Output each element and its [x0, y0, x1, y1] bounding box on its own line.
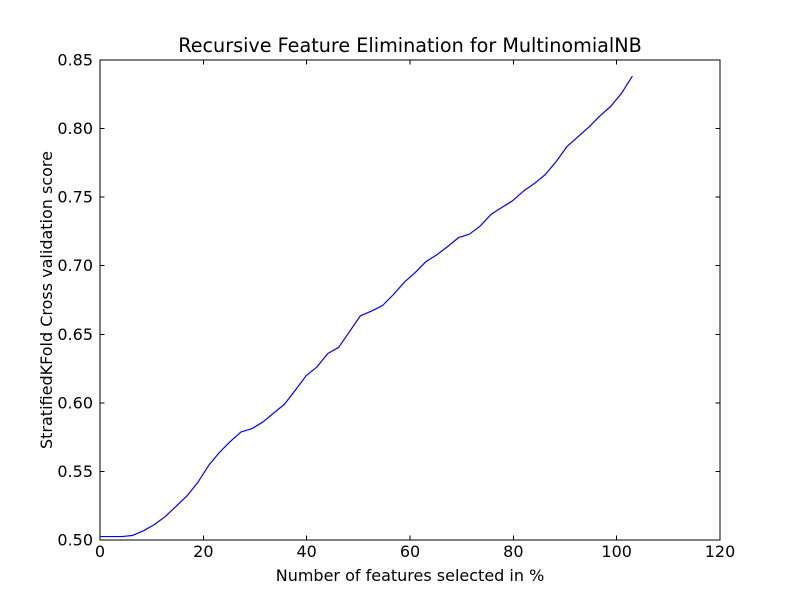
y-tick-label: 0.60 [57, 393, 93, 412]
x-tick-label: 80 [503, 542, 523, 561]
y-tick-label: 0.75 [57, 188, 93, 207]
plot-area: 0 20 40 60 80 100 120 0.50 0.55 0.60 0.65 0.70 0.75 0… [57, 51, 735, 562]
x-tick-label: 120 [705, 542, 736, 561]
y-tick-label: 0.80 [57, 119, 93, 138]
y-tick-label: 0.85 [57, 51, 93, 70]
y-tick-label: 0.55 [57, 462, 93, 481]
y-tick-label: 0.70 [57, 256, 93, 275]
x-axis-label: Number of features selected in % [276, 566, 545, 585]
y-axis-label: StratifiedKFold Cross validation score [37, 151, 56, 449]
score-line [99, 75, 633, 538]
chart-title: Recursive Feature Elimination for Multin… [178, 34, 642, 57]
x-tick-label: 40 [296, 542, 316, 561]
x-tick-label: 60 [400, 542, 420, 561]
x-tick-label: 100 [601, 542, 632, 561]
y-tick-label: 0.50 [57, 531, 93, 550]
y-tick-label: 0.65 [57, 325, 93, 344]
x-tick-label: 20 [193, 542, 213, 561]
x-tick-label: 0 [95, 542, 105, 561]
axes-frame [99, 59, 721, 541]
